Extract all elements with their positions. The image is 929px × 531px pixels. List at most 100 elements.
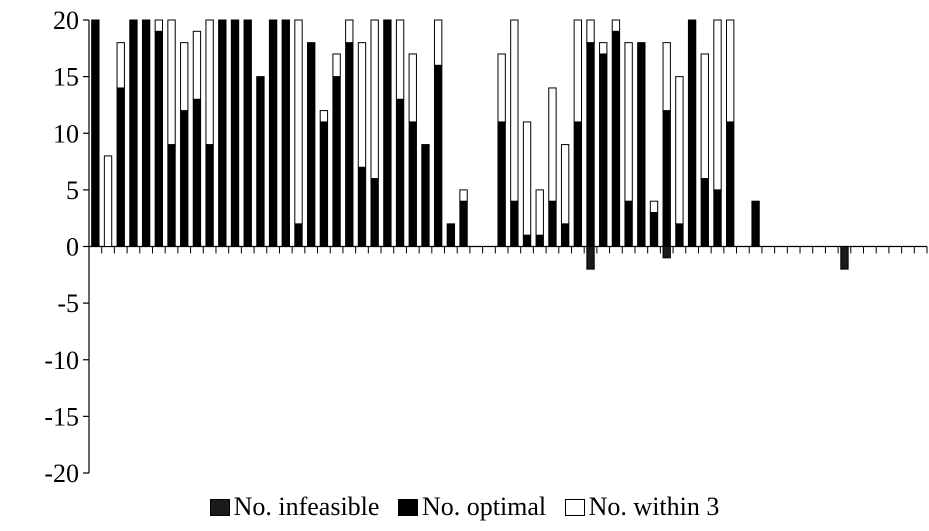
bars bbox=[91, 19, 849, 270]
bar-segment bbox=[599, 53, 608, 247]
legend-item-infeasible: No. infeasible bbox=[209, 492, 380, 522]
y-tick-label: -15 bbox=[44, 402, 79, 431]
bar-segment bbox=[649, 200, 659, 214]
bar-segment bbox=[649, 212, 659, 247]
bar-segment bbox=[713, 189, 722, 248]
bar-segment bbox=[294, 19, 303, 225]
bar-segment bbox=[459, 200, 468, 247]
bar-segment bbox=[141, 19, 151, 247]
bar-segment bbox=[154, 19, 164, 32]
legend-swatch-infeasible bbox=[209, 499, 230, 516]
bar-segment bbox=[840, 246, 849, 270]
bar-segment bbox=[357, 166, 367, 247]
bar-segment bbox=[294, 223, 303, 248]
y-tick-labels: -20 -15 -10 -5 0 5 10 15 20 bbox=[44, 6, 79, 488]
bar-segment bbox=[637, 42, 646, 248]
bar-segment bbox=[535, 189, 544, 236]
bar-segment bbox=[218, 19, 227, 247]
bar-segment bbox=[662, 42, 671, 112]
bar-segment bbox=[103, 155, 113, 247]
bar-segment bbox=[370, 178, 379, 247]
bar-segment bbox=[726, 121, 735, 247]
bar-segment bbox=[510, 19, 519, 202]
bar-segment bbox=[230, 19, 240, 247]
bar-segment bbox=[662, 110, 671, 247]
bar-segment bbox=[319, 110, 329, 123]
bar-segment bbox=[510, 200, 519, 247]
bar-segment bbox=[345, 19, 354, 44]
bar-segment bbox=[256, 76, 265, 248]
bar-segment bbox=[243, 19, 252, 247]
bar-segment bbox=[459, 189, 468, 202]
bar-segment bbox=[573, 19, 583, 123]
bar-segment bbox=[281, 19, 290, 247]
bar-segment bbox=[497, 121, 506, 247]
bar-segment bbox=[180, 110, 189, 247]
y-tick-label: 15 bbox=[53, 63, 79, 92]
legend-item-within-3: No. within 3 bbox=[564, 492, 720, 522]
bar-segment bbox=[408, 121, 417, 247]
bar-segment bbox=[167, 19, 176, 146]
y-tick-label: 10 bbox=[53, 119, 79, 148]
bar-segment bbox=[395, 98, 405, 247]
bar-segment bbox=[205, 19, 214, 146]
y-tick-label: 20 bbox=[53, 6, 79, 35]
bar-segment bbox=[522, 121, 532, 236]
bar-segment bbox=[129, 19, 138, 247]
bar-segment bbox=[307, 42, 316, 248]
legend-swatch-optimal bbox=[397, 499, 418, 516]
bar-segment bbox=[268, 19, 278, 247]
legend-swatch-within-3 bbox=[564, 499, 585, 516]
bar-segment bbox=[433, 19, 443, 66]
bar-segment bbox=[497, 53, 506, 123]
bar-segment bbox=[332, 53, 341, 78]
bar-segment bbox=[332, 76, 341, 248]
bar-segment bbox=[116, 87, 125, 247]
bar-segment bbox=[700, 53, 709, 180]
bar-segment bbox=[154, 30, 164, 247]
bar-segment bbox=[548, 87, 557, 202]
bar-segment bbox=[319, 121, 329, 247]
bar-segment bbox=[383, 19, 392, 247]
bar-segment bbox=[421, 144, 430, 248]
bar-segment bbox=[675, 76, 684, 225]
legend-label-within-3: No. within 3 bbox=[588, 492, 720, 521]
bar-segment bbox=[446, 223, 456, 248]
y-tick-label: -10 bbox=[44, 346, 79, 375]
legend: No. infeasible No. optimal No. within 3 bbox=[0, 492, 929, 522]
bar-segment bbox=[624, 200, 633, 247]
bar-segment bbox=[573, 121, 583, 247]
legend-label-infeasible: No. infeasible bbox=[233, 492, 380, 521]
legend-label-optimal: No. optimal bbox=[421, 492, 547, 521]
y-tick-label: 5 bbox=[66, 176, 79, 205]
bar-segment bbox=[535, 234, 544, 247]
bar-segment bbox=[726, 19, 735, 123]
bar-segment bbox=[560, 144, 570, 225]
bar-segment bbox=[586, 246, 595, 270]
bar-segment bbox=[611, 30, 621, 247]
bar-segment bbox=[345, 42, 354, 248]
bar-segment bbox=[624, 42, 633, 202]
bar-segment bbox=[408, 53, 417, 123]
axes bbox=[83, 19, 928, 474]
bar-segment bbox=[611, 19, 621, 32]
bar-segment bbox=[357, 42, 367, 168]
bar-segment bbox=[167, 144, 176, 248]
bar-segment bbox=[599, 42, 608, 55]
bar-segment bbox=[713, 19, 722, 191]
bar-segment bbox=[522, 234, 532, 247]
bar-segment bbox=[395, 19, 405, 100]
bar-segment bbox=[751, 200, 760, 247]
bar-segment bbox=[687, 19, 697, 247]
y-tick-label: -20 bbox=[44, 459, 79, 488]
bar-segment bbox=[586, 19, 595, 44]
bar-segment bbox=[116, 42, 125, 89]
y-tick-label: 0 bbox=[66, 233, 79, 262]
bar-segment bbox=[180, 42, 189, 112]
legend-item-optimal: No. optimal bbox=[397, 492, 547, 522]
bar-segment bbox=[560, 223, 570, 248]
bar-segment bbox=[192, 30, 202, 100]
bar-segment bbox=[370, 19, 379, 180]
y-tick-label: -5 bbox=[57, 289, 79, 318]
bar-segment bbox=[700, 178, 709, 247]
